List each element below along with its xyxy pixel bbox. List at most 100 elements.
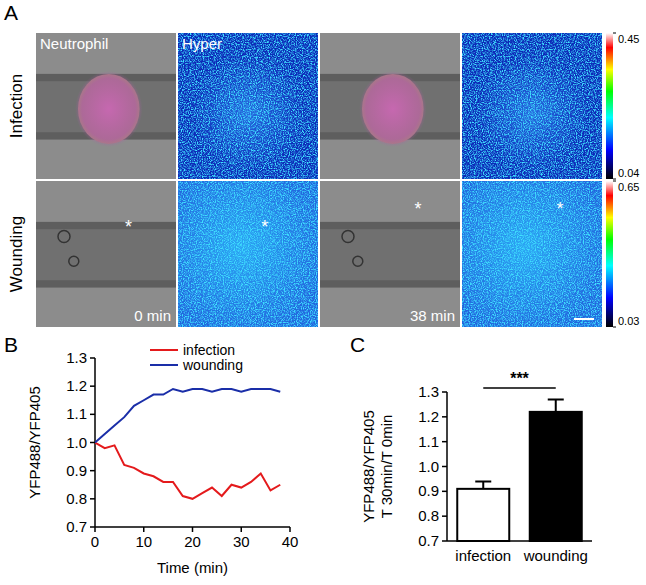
y-tick bbox=[442, 540, 447, 542]
tissue-band bbox=[320, 222, 460, 288]
image-row bbox=[36, 181, 602, 327]
y-tick-label: 0.7 bbox=[66, 518, 87, 535]
y-tick-label: 0.8 bbox=[418, 507, 439, 524]
hyper-noise bbox=[178, 33, 318, 179]
hyper-glow bbox=[178, 33, 318, 179]
y-tick-label: 1.0 bbox=[66, 434, 87, 451]
tissue-core bbox=[36, 229, 176, 280]
y-tick bbox=[90, 357, 95, 359]
asterisk: * bbox=[414, 199, 421, 219]
plot-area bbox=[95, 389, 280, 499]
tissue-core bbox=[320, 229, 460, 280]
y-tick-label: 1.1 bbox=[66, 405, 87, 422]
brightfield-image bbox=[320, 181, 460, 327]
y-tick-label: 1.0 bbox=[418, 458, 439, 475]
hyper-glow bbox=[178, 181, 318, 327]
brightfield-image bbox=[320, 33, 460, 179]
y-tick-label: 1.2 bbox=[66, 377, 87, 394]
legend-swatch bbox=[150, 349, 178, 351]
panel-label: A bbox=[4, 1, 18, 24]
y-tick-label: 0.9 bbox=[418, 482, 439, 499]
x-tick bbox=[94, 527, 96, 532]
x-tick bbox=[143, 527, 145, 532]
y-tick-label: 0.7 bbox=[418, 532, 439, 549]
y-axis-label: T 30min/T 0min bbox=[378, 415, 395, 519]
hyper-image bbox=[462, 33, 602, 179]
y-tick bbox=[442, 466, 447, 468]
panel-label: B bbox=[4, 333, 18, 356]
y-tick-label: 0.8 bbox=[66, 490, 87, 507]
colorbar-label: 0.03 bbox=[618, 315, 639, 327]
error-bar bbox=[475, 481, 491, 488]
x-tick-label: infection bbox=[455, 547, 511, 564]
tissue-band bbox=[36, 222, 176, 288]
hyper-glow bbox=[462, 181, 602, 327]
y-tick-label: 1.3 bbox=[66, 349, 87, 366]
y-axis-label: YFP488/YFP405 bbox=[360, 410, 377, 523]
x-tick bbox=[289, 527, 291, 532]
column-title: Hyper bbox=[182, 35, 222, 52]
series-line bbox=[95, 443, 280, 499]
hyper-image bbox=[462, 181, 602, 327]
bar bbox=[457, 489, 509, 541]
hyper-image bbox=[178, 181, 318, 327]
legend-swatch bbox=[150, 364, 178, 366]
y-tick-label: 0.9 bbox=[66, 462, 87, 479]
significance-line bbox=[483, 387, 556, 389]
y-tick bbox=[90, 498, 95, 500]
x-tick bbox=[241, 527, 243, 532]
y-tick bbox=[442, 515, 447, 517]
asterisk: * bbox=[556, 199, 563, 219]
y-tick bbox=[90, 442, 95, 444]
colorbar-label: 0.65 bbox=[618, 181, 639, 193]
hyper-noise bbox=[462, 181, 602, 327]
x-axis-label: Time (min) bbox=[157, 559, 228, 576]
error-bar bbox=[548, 399, 564, 411]
x-tick-label: 20 bbox=[184, 533, 201, 550]
colorbar-tick bbox=[613, 179, 616, 180]
y-tick-label: 1.2 bbox=[418, 408, 439, 425]
cell bbox=[58, 230, 70, 242]
colorbar-tick bbox=[613, 33, 616, 34]
y-tick bbox=[442, 441, 447, 443]
x-tick bbox=[192, 527, 194, 532]
asterisk: * bbox=[261, 217, 268, 237]
colorbar-tick bbox=[613, 327, 616, 328]
y-tick bbox=[442, 416, 447, 418]
colorbar-tick bbox=[613, 181, 616, 182]
x-tick-label: 40 bbox=[282, 533, 299, 550]
hyper-image bbox=[178, 33, 318, 179]
cell bbox=[69, 256, 79, 266]
colorbar bbox=[606, 33, 613, 179]
cell bbox=[342, 230, 354, 242]
scale-bar bbox=[574, 318, 594, 320]
y-tick bbox=[442, 491, 447, 493]
y-tick-label: 1.1 bbox=[418, 433, 439, 450]
legend-label: wounding bbox=[182, 357, 243, 373]
neutrophil-signal bbox=[359, 71, 426, 147]
plot-area bbox=[457, 399, 582, 541]
brightfield-image bbox=[36, 181, 176, 327]
image-row bbox=[36, 33, 602, 179]
significance-label: *** bbox=[510, 370, 529, 387]
colorbar-label: 0.04 bbox=[618, 167, 639, 179]
x-tick-label: 30 bbox=[233, 533, 250, 550]
y-tick bbox=[90, 385, 95, 387]
row-label: Wounding bbox=[7, 216, 26, 292]
x-tick-label: 0 bbox=[91, 533, 99, 550]
y-tick bbox=[90, 470, 95, 472]
brightfield-image bbox=[36, 33, 176, 179]
bar bbox=[530, 412, 582, 541]
x-tick-label: wounding bbox=[523, 547, 588, 564]
hyper-glow bbox=[462, 33, 602, 179]
asterisk: * bbox=[125, 217, 132, 237]
time-label: 38 min bbox=[410, 307, 455, 324]
series-line bbox=[95, 389, 280, 443]
panel-label: C bbox=[350, 333, 365, 356]
neutrophil-signal bbox=[75, 71, 142, 147]
y-tick bbox=[442, 391, 447, 393]
time-label: 0 min bbox=[134, 307, 171, 324]
row-label: Infection bbox=[7, 74, 26, 138]
colorbar-label: 0.45 bbox=[618, 33, 639, 45]
cell bbox=[353, 256, 363, 266]
